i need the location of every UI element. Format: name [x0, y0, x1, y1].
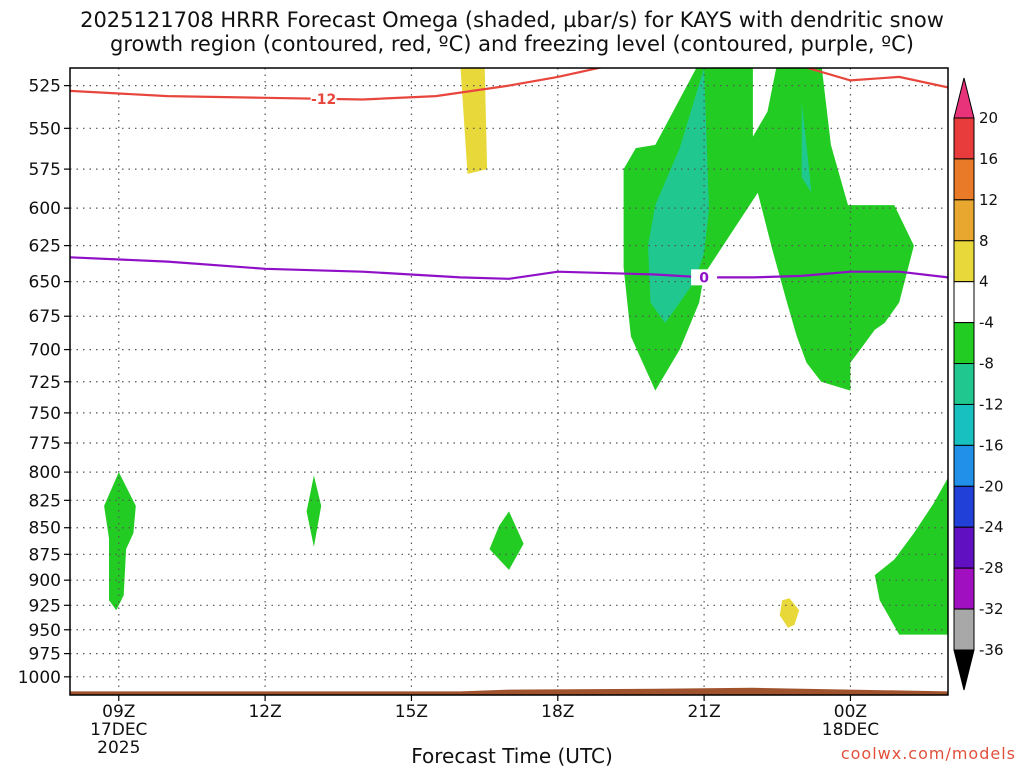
y-tick-label: 675 — [29, 307, 61, 327]
x-tick-label: 21Z — [687, 702, 720, 722]
freezing-contour-label: 0 — [699, 270, 709, 286]
y-tick-label: 625 — [29, 237, 61, 257]
plot-area: -12 0 525 550 575 600 625 650 675 700 725 750 775 800… — [18, 67, 949, 758]
dgz-contour-line — [70, 68, 948, 101]
colorbar-label: -8 — [979, 355, 994, 373]
y-tick-label: 650 — [29, 273, 61, 293]
chart-title: 2025121708 HRRR Forecast Omega (shaded, … — [80, 8, 944, 56]
colorbar-label: -36 — [979, 641, 1004, 659]
colorbar-label: -20 — [979, 477, 1004, 495]
y-tick-label: 1000 — [18, 668, 61, 688]
omega-region-7 — [489, 511, 524, 570]
x-tick-year: 2025 — [97, 738, 140, 758]
y-tick-label: 975 — [29, 645, 61, 665]
y-tick-label: 575 — [29, 160, 61, 180]
freezing-level-line — [70, 256, 948, 280]
x-tick-date: 18DEC — [822, 720, 879, 740]
x-tick-label: 18Z — [541, 702, 574, 722]
dgz-contour-label: -12 — [311, 92, 336, 108]
y-tick-label: 875 — [29, 545, 61, 565]
colorbar-segment — [953, 117, 975, 160]
omega-region-4 — [801, 103, 812, 193]
x-tick-label: 00Z — [834, 702, 867, 722]
colorbar-label: -4 — [979, 314, 994, 332]
colorbar-label: 4 — [979, 273, 989, 291]
colorbar-label: 8 — [979, 232, 989, 250]
y-tick-label: 775 — [29, 434, 61, 454]
colorbar-label: 16 — [979, 150, 998, 168]
colorbar-segment — [953, 322, 975, 365]
colorbar-segment — [953, 567, 975, 610]
y-tick-label: 800 — [29, 463, 61, 483]
colorbar-label: -12 — [979, 395, 1004, 413]
colorbar-bottom-arrow — [953, 649, 975, 691]
colorbar-segment — [953, 444, 975, 487]
colorbar-label: 20 — [979, 109, 998, 127]
colorbar-label: -16 — [979, 436, 1004, 454]
omega-region-0 — [460, 68, 488, 174]
y-tick-label: 825 — [29, 491, 61, 511]
colorbar: 20 16 12 8 4 -4 -8 -12 -16 -20 -24 -28 -32 -36 — [953, 77, 1004, 691]
y-tick-label: 725 — [29, 373, 61, 393]
freezing-contour-label-bg — [691, 269, 718, 286]
colorbar-segment — [953, 281, 975, 324]
colorbar-top-arrow — [953, 77, 975, 119]
y-tick-label: 925 — [29, 596, 61, 616]
y-tick-label: 525 — [29, 77, 61, 97]
y-tick-label: 950 — [29, 621, 61, 641]
colorbar-label: -24 — [979, 518, 1004, 536]
colorbar-segment — [953, 608, 975, 651]
y-tick-label: 900 — [29, 571, 61, 591]
y-tick-label: 750 — [29, 404, 61, 424]
plot-inner: -12 0 — [70, 68, 948, 695]
y-tick-label: 700 — [29, 341, 61, 361]
dgz-contour-label-bg — [310, 90, 337, 107]
colorbar-segment — [953, 363, 975, 405]
y-tick-label: 550 — [29, 119, 61, 139]
y-tick-label: 850 — [29, 519, 61, 539]
colorbar-segment — [953, 158, 975, 201]
colorbar-label: -28 — [979, 559, 1004, 577]
y-tick-label: 600 — [29, 199, 61, 219]
x-tick-label: 12Z — [248, 702, 281, 722]
colorbar-segment — [953, 199, 975, 242]
omega-region-6 — [306, 475, 322, 547]
x-tick-label: 09Z — [102, 702, 135, 722]
colorbar-segment — [953, 403, 975, 446]
omega-region-1 — [779, 598, 800, 628]
omega-region-3 — [648, 68, 709, 323]
colorbar-segment — [953, 526, 975, 569]
x-tick-label: 15Z — [395, 702, 428, 722]
colorbar-label: 12 — [979, 191, 998, 209]
terrain — [70, 687, 948, 695]
omega-region-5 — [104, 472, 136, 611]
colorbar-segment — [953, 240, 975, 283]
credit-link[interactable]: coolwx.com/models — [840, 744, 1016, 763]
colorbar-label: -32 — [979, 600, 1004, 618]
x-tick-date: 17DEC — [90, 720, 147, 740]
colorbar-segment — [953, 485, 975, 528]
x-axis-title: Forecast Time (UTC) — [411, 744, 613, 768]
omega-region-8 — [874, 477, 948, 635]
